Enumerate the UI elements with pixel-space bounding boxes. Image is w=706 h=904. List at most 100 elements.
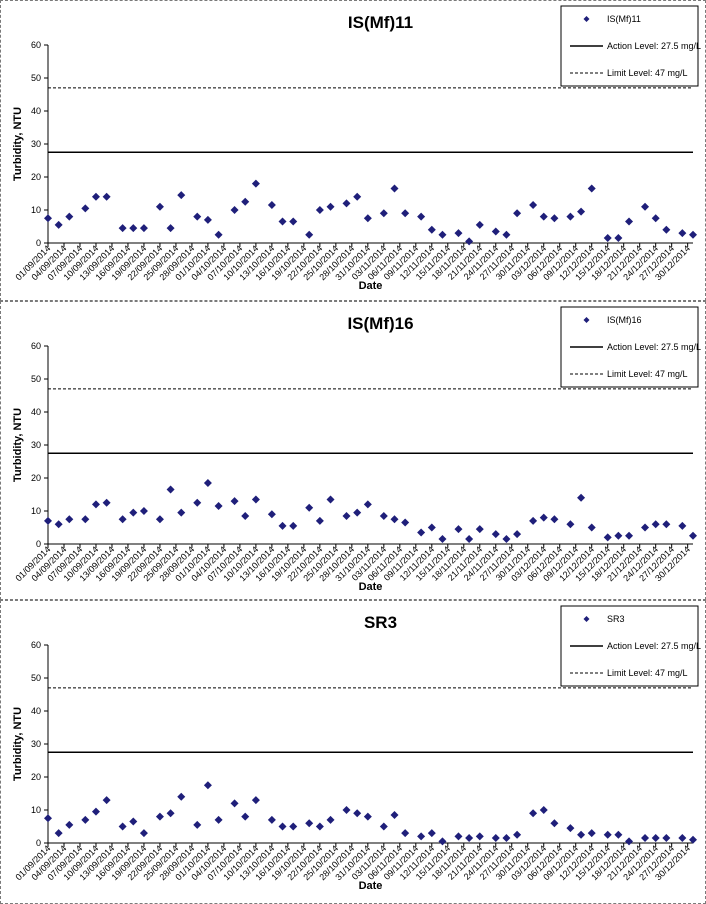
- data-point: [155, 515, 164, 524]
- data-point: [390, 810, 399, 819]
- data-point: [102, 796, 111, 805]
- data-point: [230, 497, 239, 506]
- data-point: [475, 220, 484, 229]
- legend-label: Limit Level: 47 mg/L: [607, 668, 688, 678]
- data-point: [539, 212, 548, 221]
- data-point: [625, 531, 634, 540]
- y-tick-label: 10: [31, 506, 41, 516]
- data-point: [401, 829, 410, 838]
- data-point: [203, 478, 212, 487]
- data-point: [390, 515, 399, 524]
- data-point: [465, 535, 474, 544]
- data-point: [651, 520, 660, 529]
- data-point: [214, 502, 223, 511]
- data-point: [689, 531, 697, 540]
- chart-title: IS(Mf)11: [348, 13, 413, 32]
- data-point: [305, 819, 314, 828]
- data-point: [193, 498, 202, 507]
- y-tick-label: 50: [31, 73, 41, 83]
- data-point: [651, 214, 660, 223]
- legend-label: Limit Level: 47 mg/L: [607, 369, 688, 379]
- y-tick-label: 20: [31, 172, 41, 182]
- data-point: [529, 201, 538, 210]
- data-point: [214, 815, 223, 824]
- chart-1-svg: IS(Mf)11010203040506001/09/201404/09/201…: [12, 5, 701, 292]
- data-point: [502, 535, 511, 544]
- data-point: [251, 796, 260, 805]
- data-point: [315, 822, 324, 831]
- data-point: [417, 528, 426, 537]
- data-point: [241, 511, 250, 520]
- data-point: [438, 535, 447, 544]
- chart-panel-1: IS(Mf)11 0 10 20 30 40 50 60 01/09/2014 04/09/201…: [0, 0, 706, 301]
- legend-marker-swatch: [583, 317, 590, 323]
- data-point: [577, 493, 586, 502]
- data-point: [44, 814, 52, 823]
- data-point: [379, 511, 388, 520]
- data-point: [363, 812, 372, 821]
- data-point: [353, 192, 362, 201]
- y-tick-label: 10: [31, 205, 41, 215]
- data-point: [662, 520, 671, 529]
- data-point: [689, 835, 697, 844]
- data-point: [363, 500, 372, 509]
- data-point: [139, 829, 148, 838]
- data-point: [513, 830, 522, 839]
- data-point: [65, 212, 74, 221]
- data-point: [454, 229, 463, 238]
- data-point: [491, 227, 500, 236]
- data-point: [529, 809, 538, 818]
- data-point: [166, 485, 175, 494]
- y-tick-label: 30: [31, 440, 41, 450]
- data-point: [438, 837, 447, 846]
- data-point: [401, 518, 410, 527]
- data-point: [65, 515, 74, 524]
- data-point: [44, 516, 52, 525]
- data-point: [513, 209, 522, 218]
- y-tick-label: 50: [31, 673, 41, 683]
- chart-title: SR3: [364, 613, 397, 632]
- y-axis-label: Turbidity, NTU: [12, 408, 24, 482]
- data-point: [475, 525, 484, 534]
- data-point: [353, 508, 362, 517]
- legend-label: IS(Mf)16: [607, 315, 642, 325]
- data-point: [155, 812, 164, 821]
- data-point: [230, 799, 239, 808]
- data-point: [251, 495, 260, 504]
- legend: IS(Mf)11 Action Level: 27.5 mg/L Limit Lev…: [560, 5, 701, 87]
- data-point: [54, 220, 63, 229]
- data-point: [166, 809, 175, 818]
- data-point: [289, 822, 298, 831]
- data-point: [603, 234, 612, 243]
- data-point: [641, 202, 650, 211]
- data-point: [289, 217, 298, 226]
- data-point: [155, 202, 164, 211]
- data-point: [342, 806, 351, 814]
- data-point: [651, 834, 660, 843]
- data-point: [315, 516, 324, 525]
- data-point: [267, 815, 276, 824]
- data-point: [177, 508, 186, 517]
- chart-panel-3: SR3 0 10 20 30 40 50 60 01/09/2014 04/09/2014 07/0…: [0, 600, 706, 904]
- data-point: [662, 834, 671, 843]
- legend-label: Limit Level: 47 mg/L: [607, 68, 688, 78]
- y-tick-label: 20: [31, 772, 41, 782]
- y-tick-label: 40: [31, 407, 41, 417]
- data-point: [566, 212, 575, 221]
- data-point: [438, 230, 447, 239]
- y-tick-label: 30: [31, 739, 41, 749]
- y-tick-label: 40: [31, 106, 41, 116]
- data-point: [305, 230, 314, 239]
- legend-label: Action Level: 27.5 mg/L: [607, 342, 701, 352]
- data-point: [566, 824, 575, 833]
- data-point: [603, 533, 612, 542]
- data-point: [465, 237, 474, 246]
- legend: IS(Mf)16 Action Level: 27.5 mg/L Limit Lev…: [560, 306, 701, 388]
- data-point: [587, 184, 596, 193]
- data-point: [491, 530, 500, 539]
- data-point: [139, 507, 148, 515]
- data-point: [289, 521, 298, 530]
- data-point: [614, 531, 623, 540]
- data-point: [625, 217, 634, 226]
